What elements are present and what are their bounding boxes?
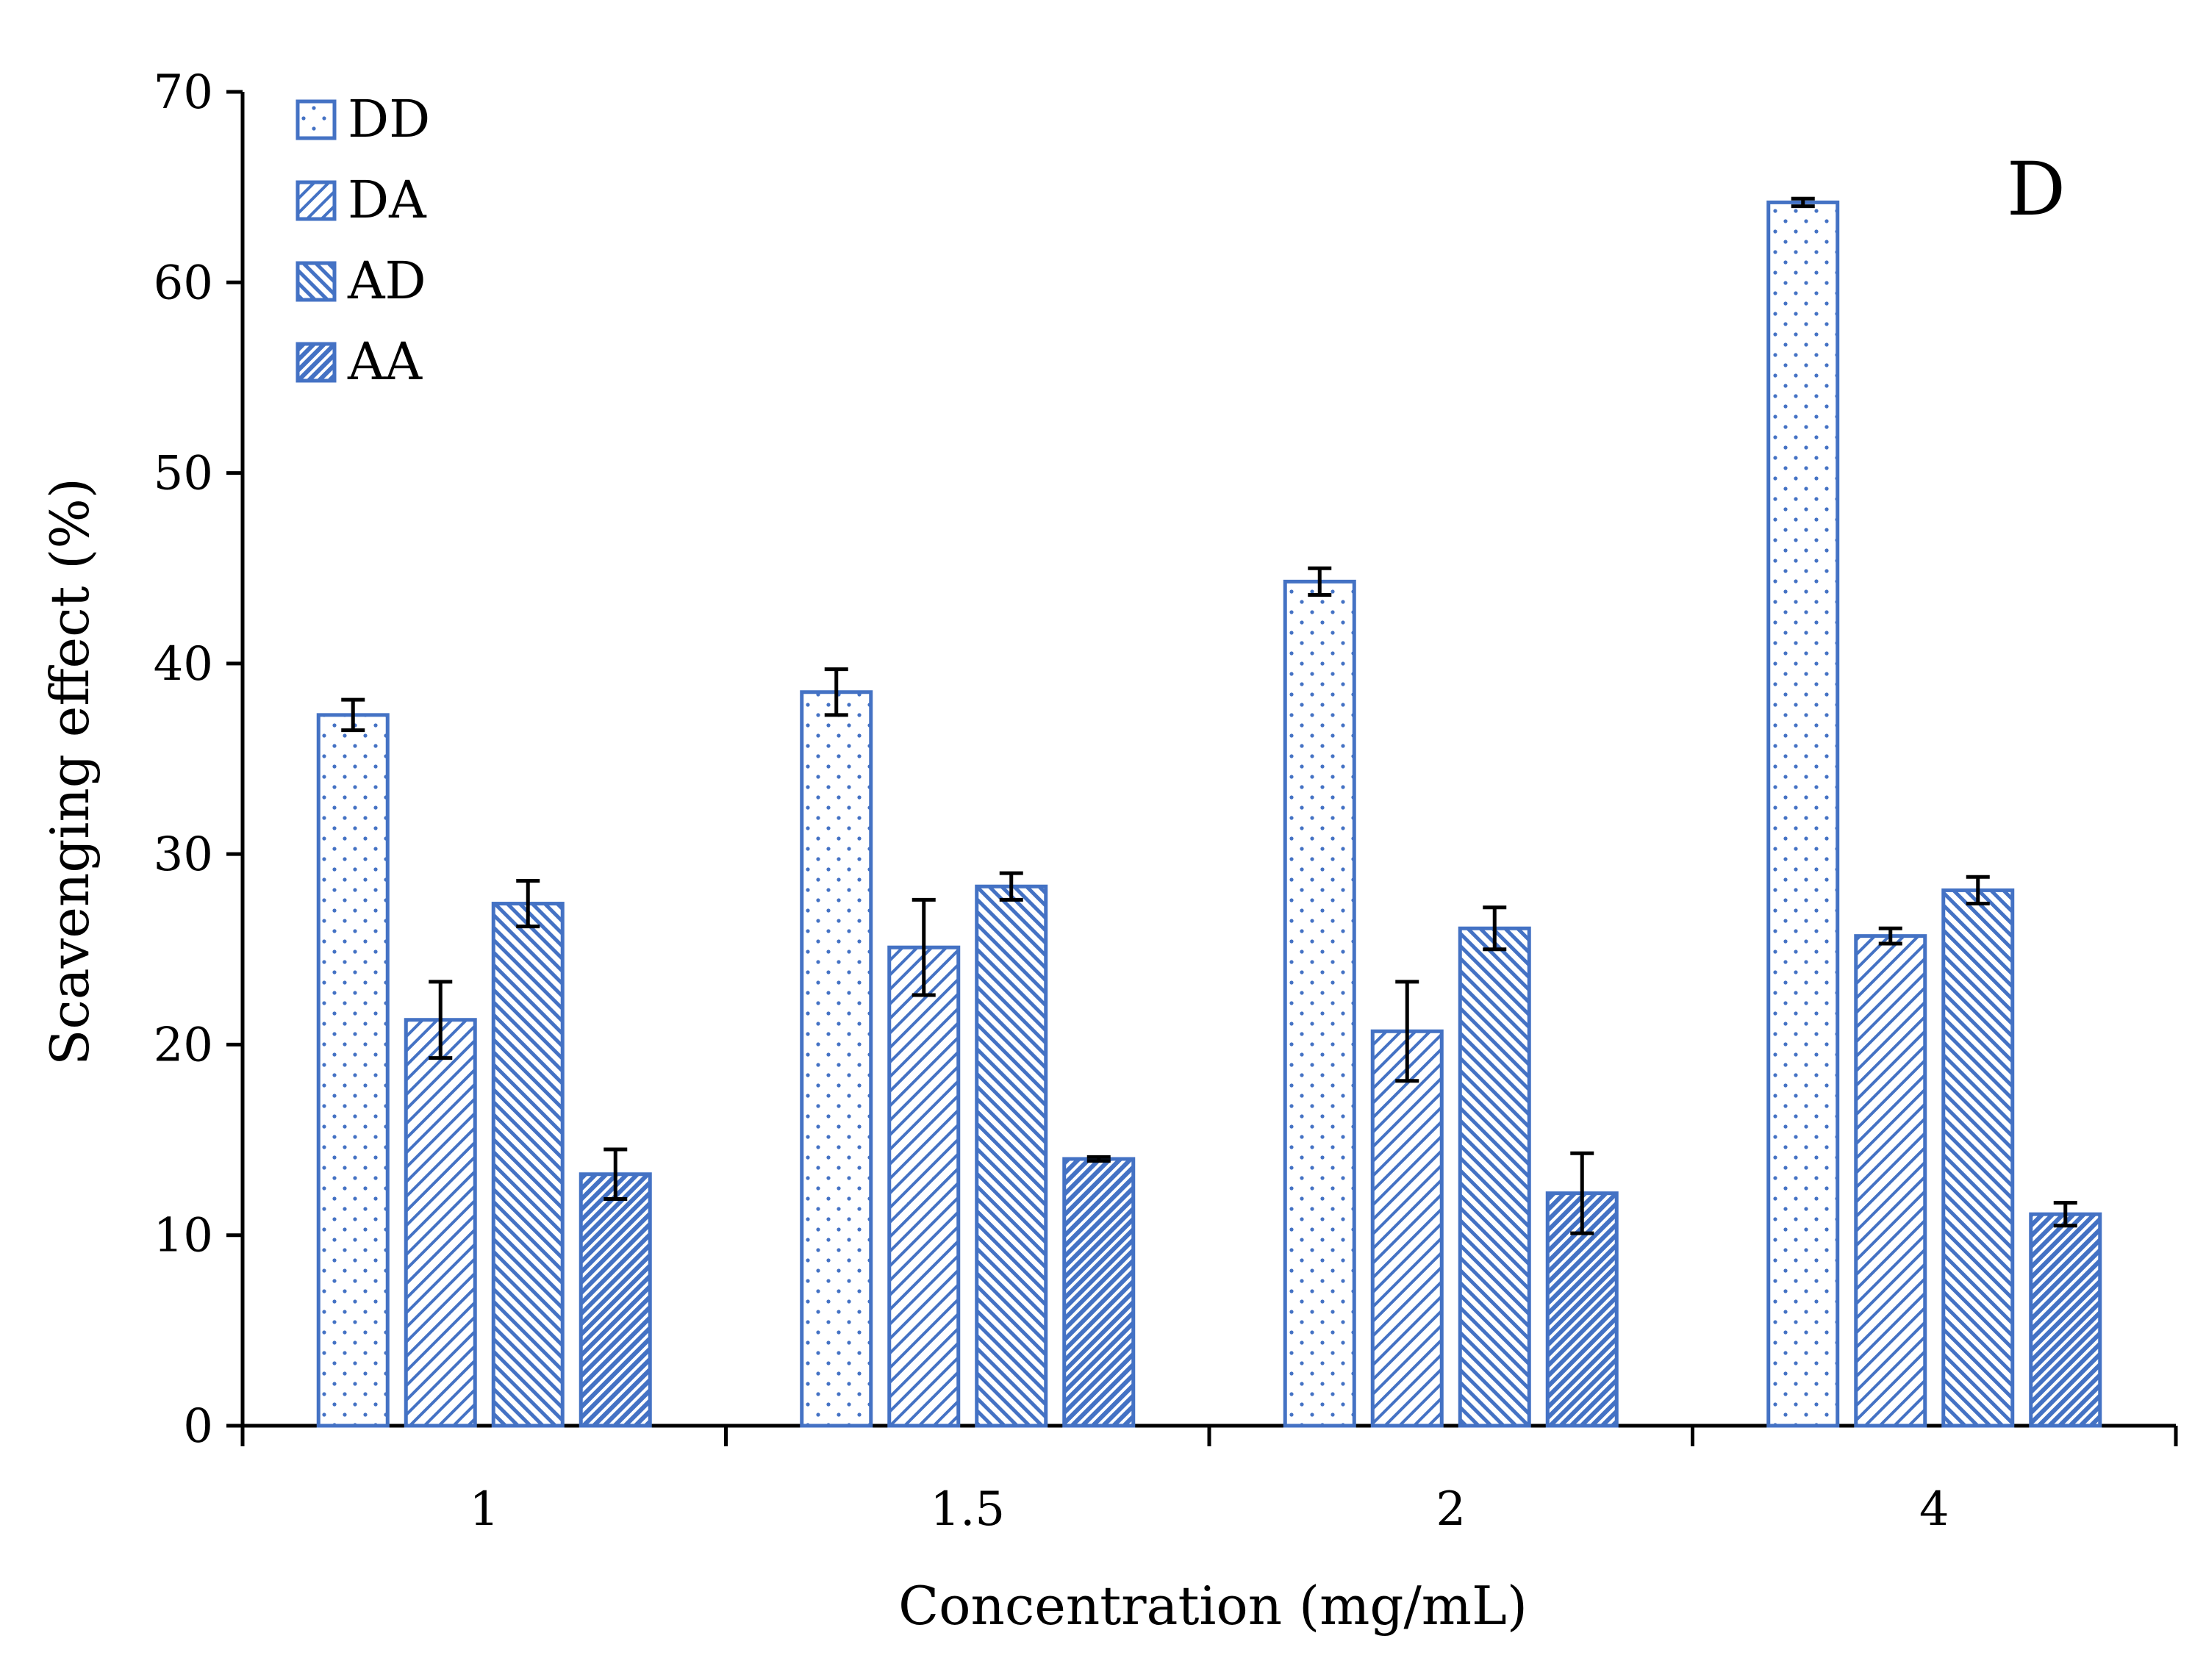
bar-AD-1 bbox=[491, 902, 565, 1428]
legend-label-AD: AD bbox=[347, 251, 426, 311]
bar-DA-1.5 bbox=[887, 945, 961, 1428]
error-bar-DD-1.5 bbox=[824, 667, 848, 717]
bars-group bbox=[316, 200, 2102, 1428]
y-tick-label: 0 bbox=[183, 1399, 213, 1454]
error-bar-AD-1 bbox=[516, 878, 540, 929]
error-bar-DA-4 bbox=[1878, 926, 1902, 946]
bar-DA-1 bbox=[404, 1018, 477, 1428]
bar-AD-1.5 bbox=[975, 884, 1048, 1428]
bar-AA-1 bbox=[579, 1172, 652, 1428]
error-bar-DD-4 bbox=[1791, 196, 1815, 209]
bar-DA-2 bbox=[1370, 1029, 1444, 1428]
error-bar-DD-1 bbox=[341, 697, 365, 733]
error-bars-group bbox=[341, 196, 2077, 1235]
bar-DD-1 bbox=[316, 713, 390, 1428]
y-tick-label: 60 bbox=[154, 256, 213, 310]
legend-item-AD: AD bbox=[296, 251, 426, 311]
legend-swatch-DD bbox=[296, 99, 337, 140]
error-bar-AA-2 bbox=[1570, 1151, 1594, 1235]
legend-swatch-AD bbox=[296, 261, 337, 302]
bar-AA-1.5 bbox=[1062, 1157, 1136, 1428]
x-axis: 1 1.5 2 4 bbox=[240, 1424, 2178, 1537]
x-axis-title: Concentration (mg/mL) bbox=[898, 1575, 1528, 1637]
error-bar-DA-1 bbox=[429, 980, 453, 1060]
legend-swatch-AA bbox=[296, 342, 337, 383]
bar-DD-4 bbox=[1766, 200, 1840, 1428]
y-tick-label: 20 bbox=[154, 1018, 213, 1072]
error-bar-DA-2 bbox=[1395, 980, 1419, 1083]
bar-DD-1.5 bbox=[800, 690, 873, 1428]
bar-AD-4 bbox=[1941, 888, 2015, 1428]
bar-DA-4 bbox=[1854, 934, 1927, 1428]
y-tick-label: 10 bbox=[154, 1209, 213, 1263]
error-bar-AA-1 bbox=[604, 1147, 628, 1201]
y-axis-title: Scavenging effect (%) bbox=[39, 478, 101, 1066]
error-bar-AD-2 bbox=[1483, 905, 1507, 952]
error-bar-AA-4 bbox=[2053, 1201, 2077, 1228]
legend-label-AA: AA bbox=[347, 331, 423, 392]
legend-swatch-DA bbox=[296, 180, 337, 221]
legend-item-AA: AA bbox=[296, 331, 423, 392]
x-tick-label: 1.5 bbox=[930, 1482, 1005, 1537]
x-tick-label: 4 bbox=[1919, 1482, 1949, 1537]
x-tick-label: 2 bbox=[1436, 1482, 1466, 1537]
x-tick-label: 1 bbox=[469, 1482, 499, 1537]
error-bar-AA-1.5 bbox=[1086, 1155, 1111, 1163]
error-bar-AD-4 bbox=[1966, 875, 1990, 906]
bar-AD-2 bbox=[1458, 926, 1531, 1428]
legend-label-DA: DA bbox=[348, 170, 427, 230]
error-bar-AD-1.5 bbox=[999, 871, 1023, 902]
bar-DD-2 bbox=[1283, 579, 1356, 1428]
legend: DD DA AD AA bbox=[296, 89, 430, 392]
legend-item-DA: DA bbox=[296, 170, 427, 230]
legend-label-DD: DD bbox=[348, 89, 430, 149]
y-tick-label: 50 bbox=[154, 447, 213, 501]
error-bar-DA-1.5 bbox=[912, 897, 936, 997]
y-tick-label: 70 bbox=[154, 65, 213, 120]
y-tick-label: 30 bbox=[154, 828, 213, 882]
panel-label: D bbox=[2007, 146, 2066, 232]
bar-AA-4 bbox=[2029, 1212, 2102, 1428]
legend-item-DD: DD bbox=[296, 89, 430, 149]
y-axis: 0 10 20 30 40 50 60 70 bbox=[154, 65, 245, 1454]
error-bar-DD-2 bbox=[1308, 566, 1332, 597]
y-tick-label: 40 bbox=[154, 637, 213, 692]
